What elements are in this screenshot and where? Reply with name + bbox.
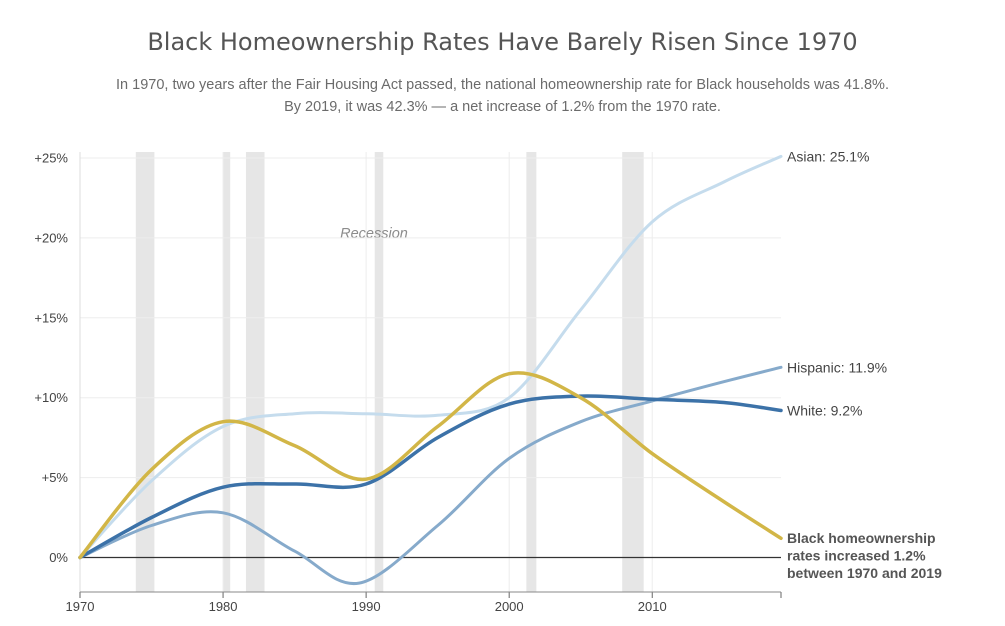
black-note-line: Black homeownership	[787, 530, 936, 546]
x-tick-label: 2010	[638, 599, 667, 614]
recession-band-4	[374, 152, 384, 592]
x-tick-label: 1980	[209, 599, 238, 614]
x-tick-label: 1990	[352, 599, 381, 614]
series-labels: Asian: 25.1% Hispanic: 11.9% White: 9.2% Bl…	[787, 148, 942, 581]
y-tick-label: +25%	[34, 151, 68, 166]
y-tick-label: +10%	[34, 390, 68, 405]
series-line-white	[78, 394, 783, 560]
axes: 0% +5% +10% +15% +20% +25% 1970 1980 1990 2000 201…	[34, 151, 782, 614]
subtitle-line-1: In 1970, two years after the Fair Housin…	[116, 77, 889, 93]
chart-title: Black Homeownership Rates Have Barely Ri…	[147, 28, 858, 56]
series-label-white: White: 9.2%	[787, 402, 862, 418]
series-label-asian: Asian: 25.1%	[787, 148, 870, 164]
recession-band-2	[223, 152, 231, 592]
series-line-black	[78, 371, 783, 560]
y-tick-label: 0%	[49, 550, 68, 565]
series-lines	[78, 154, 783, 585]
series-label-hispanic: Hispanic: 11.9%	[787, 359, 887, 375]
recession-bands: Recession	[135, 152, 644, 592]
y-tick-label: +5%	[42, 470, 69, 485]
series-line-asian	[78, 154, 783, 559]
black-note-line: between 1970 and 2019	[787, 565, 942, 581]
recession-label: Recession	[340, 226, 408, 242]
subtitle-line-2: By 2019, it was 42.3% — a net increase o…	[284, 99, 721, 115]
y-tick-label: +15%	[34, 310, 68, 325]
black-note-line: rates increased 1.2%	[787, 548, 926, 564]
x-tick-label: 1970	[66, 599, 95, 614]
recession-band-6	[622, 152, 644, 592]
x-tick-label: 2000	[495, 599, 524, 614]
chart-subtitle: In 1970, two years after the Fair Housin…	[0, 74, 1005, 118]
recession-band-5	[526, 152, 537, 592]
gridlines	[80, 152, 781, 592]
series-label-black: Black homeownership rates increased 1.2% b…	[787, 530, 942, 581]
y-tick-label: +20%	[34, 230, 68, 245]
